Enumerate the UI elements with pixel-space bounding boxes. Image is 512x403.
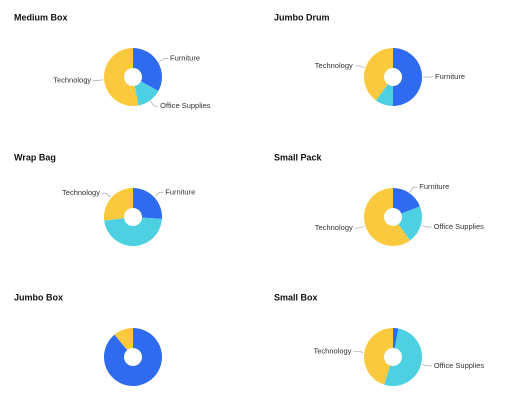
donut-slice (393, 48, 422, 106)
donut-slice (104, 328, 163, 386)
leader-line (409, 186, 418, 193)
chart-title: Small Pack (274, 152, 323, 162)
slice-label: Office Supplies (434, 361, 485, 370)
slice-label: Office Supplies (160, 101, 211, 110)
leader-line (421, 364, 432, 367)
slice-label: Furniture (165, 187, 195, 196)
leader-line (354, 65, 365, 69)
slice-label: Technology (315, 223, 353, 232)
donut-slice (114, 328, 133, 351)
donut-slice (134, 81, 159, 106)
leader-line (101, 192, 111, 198)
slice-label: Technology (62, 188, 100, 197)
chart-title: Jumbo Drum (274, 12, 330, 22)
leader-line (353, 351, 364, 353)
slice-label: Technology (53, 75, 91, 84)
leader-line (93, 79, 104, 81)
chart-title: Wrap Bag (14, 152, 56, 162)
donut-slice (364, 48, 393, 101)
slice-label: Technology (313, 346, 351, 355)
leader-line (150, 101, 159, 107)
leader-line (421, 225, 432, 228)
leader-line (158, 58, 168, 62)
slice-label: Furniture (435, 72, 465, 81)
donut-slice (384, 328, 422, 386)
slice-label: Office Supplies (434, 222, 485, 231)
donut-slice (133, 48, 162, 91)
donut-slice (393, 188, 420, 214)
chart-title: Small Box (274, 292, 318, 302)
donut-slice (364, 188, 411, 246)
donut-slice (398, 206, 422, 241)
donut-slice (393, 328, 399, 349)
slice-label: Furniture (170, 54, 200, 63)
slice-label: Furniture (419, 182, 449, 191)
donut-slice (104, 188, 133, 221)
leader-line (154, 192, 164, 197)
chart-title: Jumbo Box (14, 292, 63, 302)
donut-slice (104, 217, 162, 247)
leader-line (354, 225, 365, 229)
donut-slice (364, 328, 393, 385)
chart-title: Medium Box (14, 12, 68, 22)
donut-slice (103, 48, 139, 106)
donut-slice (375, 84, 393, 106)
donut-slice (133, 188, 162, 219)
slice-label: Technology (315, 61, 353, 70)
